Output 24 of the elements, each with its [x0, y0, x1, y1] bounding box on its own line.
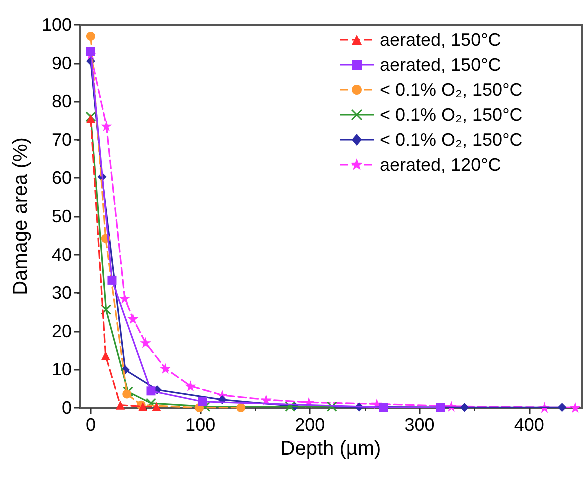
- x-tick-label: 100: [186, 415, 216, 435]
- y-tick-label: 20: [52, 321, 72, 342]
- y-tick-label: 60: [52, 168, 72, 188]
- x-tick-label: 0: [86, 415, 96, 435]
- legend-label: aerated, 120°C: [380, 155, 502, 175]
- x-axis-title: Depth (µm): [280, 438, 382, 460]
- y-tick-label: 80: [52, 92, 72, 112]
- x-tick-label: 300: [404, 415, 435, 435]
- y-tick-label: 70: [52, 130, 72, 150]
- y-tick-label: 90: [52, 53, 72, 74]
- y-tick-label: 10: [52, 360, 72, 380]
- y-axis-title: Damage area (%): [10, 138, 32, 296]
- legend-label: aerated, 150°C: [380, 55, 502, 75]
- y-tick-label: 100: [42, 15, 72, 35]
- x-tick-label: 200: [295, 415, 326, 435]
- y-tick-label: 40: [52, 244, 72, 265]
- y-tick-label: 50: [52, 206, 72, 226]
- y-tick-label: 30: [52, 283, 72, 304]
- legend-label: < 0.1% O₂, 150°C: [380, 80, 523, 100]
- x-tick-label: 400: [514, 415, 544, 435]
- legend-label: < 0.1% O₂, 150°C: [380, 105, 523, 125]
- legend-label: < 0.1% O₂, 150°C: [380, 130, 523, 150]
- y-tick-label: 0: [62, 398, 72, 418]
- legend-label: aerated, 150°C: [380, 30, 502, 50]
